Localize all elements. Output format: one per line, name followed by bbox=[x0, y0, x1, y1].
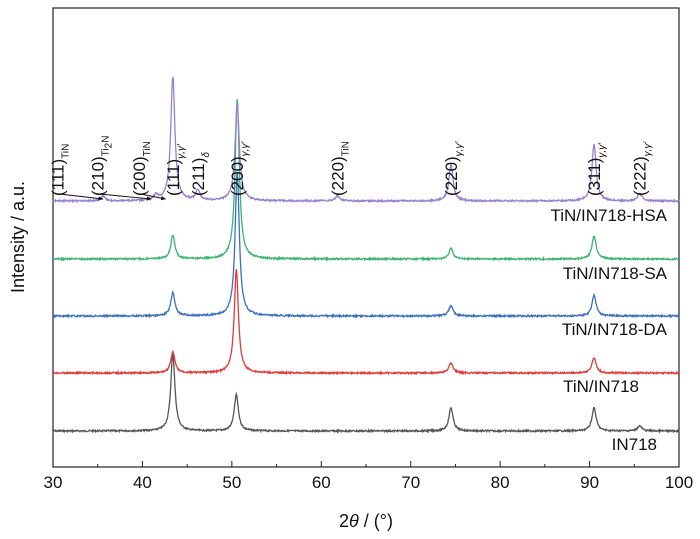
x-tick-label-4: 70 bbox=[401, 473, 420, 492]
series-label-3: TiN/IN718-SA bbox=[563, 264, 668, 283]
peak-hkl: (200) bbox=[130, 156, 149, 196]
peak-subscript: TiN bbox=[142, 141, 153, 156]
peak-label-text-9: (222)γ,γ′ bbox=[631, 141, 654, 196]
plot-frame bbox=[52, 7, 680, 468]
peak-arrow-1 bbox=[99, 193, 152, 200]
series-line-4 bbox=[52, 76, 680, 204]
series-labels: IN718 TiN/IN718 TiN/IN718-DA TiN/IN718-SA Ti… bbox=[550, 206, 667, 454]
peak-labels: (111)TiN(210)Ti2N(200)TiN(111)γ,γ′(211)δ… bbox=[49, 136, 654, 201]
plot-area: 30 40 50 60 70 80 90 100 IN718 TiN/IN718 TiN/IN71… bbox=[44, 7, 693, 492]
peak-label-7: (220)γ,γ′ bbox=[442, 141, 465, 196]
peak-label-text-2: (200)TiN bbox=[130, 141, 153, 196]
peak-label-text-4: (211)δ bbox=[189, 152, 212, 196]
peak-label-text-5: (200)γ,γ′ bbox=[228, 141, 251, 196]
x-axis-ticks: 30 40 50 60 70 80 90 100 bbox=[44, 461, 693, 492]
x-tick-label-1: 40 bbox=[133, 473, 152, 492]
peak-label-9: (222)γ,γ′ bbox=[631, 141, 654, 196]
peak-subscript: γ,γ′ bbox=[454, 141, 465, 157]
peak-label-4: (211)δ bbox=[189, 152, 212, 196]
peak-label-2: (200)TiN bbox=[130, 141, 153, 196]
x-axis-title-prefix: 2 bbox=[339, 511, 349, 531]
series-line-0 bbox=[52, 351, 680, 435]
y-axis-title: Intensity / a.u. bbox=[8, 181, 28, 293]
peak-subscript: γ,γ′ bbox=[176, 143, 187, 159]
peak-label-text-6: (220)TiN bbox=[328, 141, 351, 196]
x-tick-label-5: 80 bbox=[491, 473, 510, 492]
x-tick-label-0: 30 bbox=[44, 473, 63, 492]
series-line-3 bbox=[52, 99, 680, 262]
peak-subscript: γ,γ′ bbox=[643, 141, 654, 157]
peak-subscript: γ,γ′ bbox=[240, 141, 251, 157]
peak-label-8: (311)γ,γ′ bbox=[585, 142, 608, 196]
peak-arrow-head-1 bbox=[146, 196, 152, 201]
peak-label-text-3: (111)γ,γ′ bbox=[164, 143, 187, 196]
series-label-1: TiN/IN718 bbox=[563, 377, 639, 396]
peak-hkl: (220) bbox=[328, 156, 347, 196]
series-label-0: IN718 bbox=[612, 435, 657, 454]
peak-label-6: (220)TiN bbox=[328, 141, 351, 196]
x-axis-title: 2θ / (°) bbox=[339, 511, 393, 531]
peak-hkl: (200) bbox=[228, 156, 247, 196]
peak-arrow-0 bbox=[59, 193, 104, 200]
peak-subscript: γ,γ′ bbox=[597, 142, 608, 158]
peak-hkl: (210) bbox=[89, 156, 108, 196]
peak-hkl: (111) bbox=[49, 159, 68, 196]
peak-subscript: TiN bbox=[340, 141, 351, 156]
peak-label-text-0: (111)TiN bbox=[49, 144, 72, 196]
x-axis-title-suffix: / (°) bbox=[359, 511, 393, 531]
peak-hkl: (220) bbox=[442, 156, 461, 196]
peak-subscript-3: N bbox=[101, 136, 112, 143]
peak-label-1: (210)Ti2N bbox=[89, 136, 115, 196]
peak-arrow-head-0 bbox=[98, 196, 104, 201]
x-tick-label-7: 100 bbox=[665, 473, 693, 492]
series-line-2 bbox=[52, 171, 680, 320]
peak-label-5: (200)γ,γ′ bbox=[228, 141, 251, 196]
peak-hkl: (111) bbox=[164, 159, 183, 196]
peak-label-0: (111)TiN bbox=[49, 144, 72, 196]
peak-arrow-head-2 bbox=[160, 195, 166, 201]
peak-subscript: δ bbox=[201, 152, 212, 158]
peak-hkl: (222) bbox=[631, 156, 650, 196]
series-layer bbox=[52, 76, 680, 435]
peak-subscript-2: 2 bbox=[104, 142, 115, 148]
peak-label-text-1: (210)Ti2N bbox=[89, 136, 115, 196]
x-tick-label-6: 90 bbox=[580, 473, 599, 492]
peak-hkl: (211) bbox=[189, 158, 208, 196]
x-axis-title-theta: θ bbox=[349, 511, 359, 531]
peak-hkl: (311) bbox=[585, 158, 604, 196]
series-label-2: TiN/IN718-DA bbox=[562, 320, 668, 339]
series-line-1 bbox=[52, 269, 680, 376]
x-tick-label-3: 60 bbox=[312, 473, 331, 492]
peak-label-text-7: (220)γ,γ′ bbox=[442, 141, 465, 196]
peak-subscript: Ti bbox=[101, 148, 112, 156]
peak-label-text-8: (311)γ,γ′ bbox=[585, 142, 608, 196]
x-tick-label-2: 50 bbox=[222, 473, 241, 492]
peak-subscript: TiN bbox=[61, 144, 72, 159]
series-label-4: TiN/IN718-HSA bbox=[550, 206, 667, 225]
peak-label-3: (111)γ,γ′ bbox=[164, 143, 187, 196]
